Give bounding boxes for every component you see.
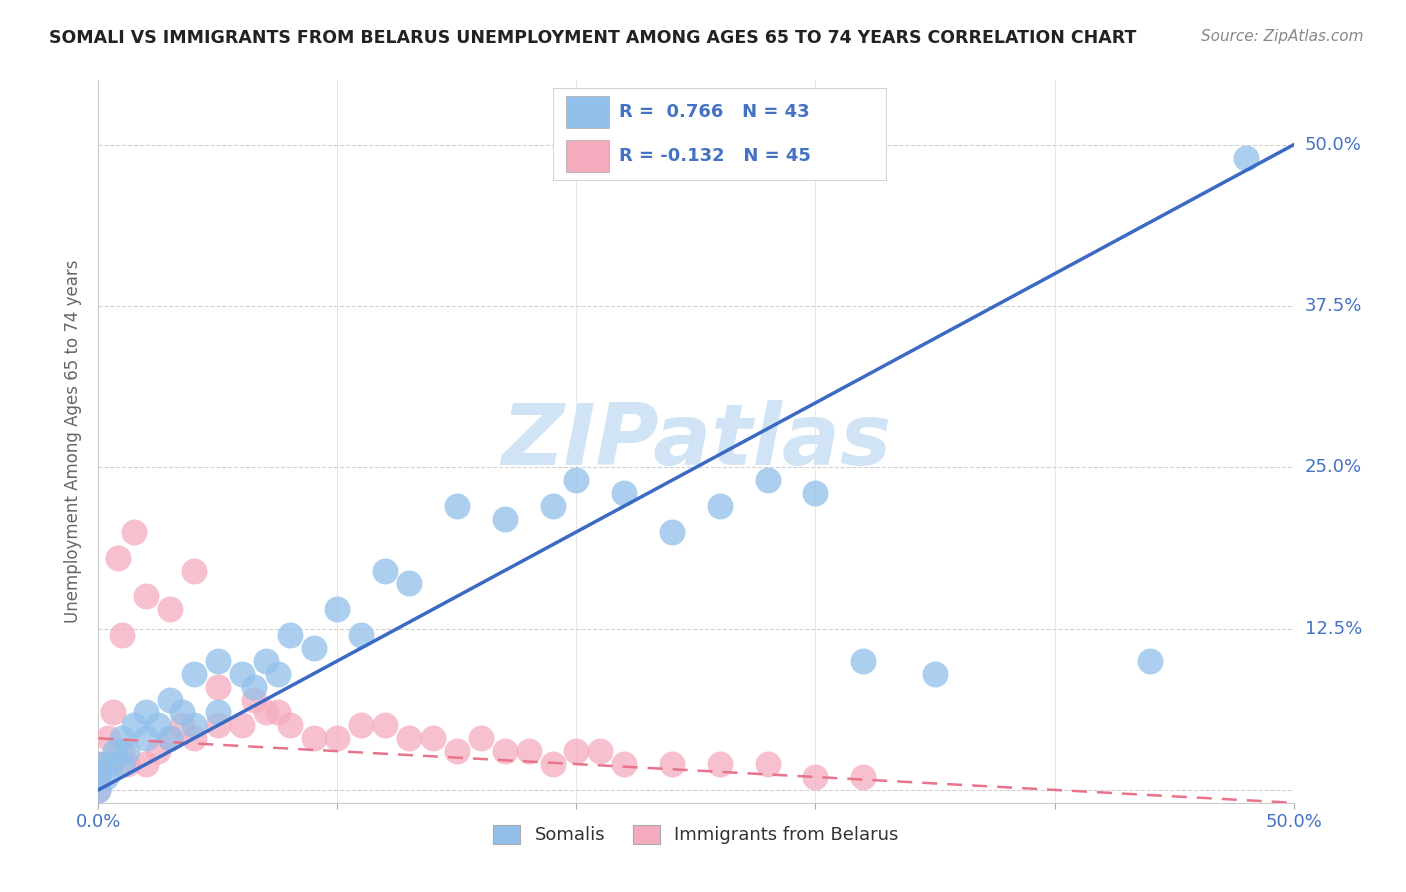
Point [135,731,157,746]
Point [135,590,157,604]
Point [254,706,277,720]
Point [302,640,325,655]
Point [111,731,134,746]
Point [243,692,266,706]
Point [398,731,420,746]
Point [91,757,114,772]
Point [207,718,229,732]
Point [756,473,779,487]
Point [446,744,468,758]
Point [172,718,194,732]
Point [231,666,253,681]
Point [87,770,110,784]
Point [172,706,194,720]
Point [107,550,129,565]
Point [517,744,540,758]
Point [183,718,205,732]
Text: 25.0%: 25.0% [1305,458,1362,476]
Point [183,731,205,746]
Point [398,576,420,591]
Point [470,731,492,746]
Point [159,692,181,706]
Point [111,757,134,772]
Point [267,666,290,681]
Point [494,744,516,758]
Point [350,718,373,732]
Point [111,744,134,758]
Point [183,564,205,578]
Text: SOMALI VS IMMIGRANTS FROM BELARUS UNEMPLOYMENT AMONG AGES 65 TO 74 YEARS CORRELA: SOMALI VS IMMIGRANTS FROM BELARUS UNEMPL… [49,29,1136,46]
Point [374,564,396,578]
Point [115,744,138,758]
Point [541,499,564,513]
Point [267,706,290,720]
Text: 50.0%: 50.0% [1305,136,1361,153]
Point [207,654,229,668]
Point [613,486,636,500]
Point [115,757,138,772]
Point [124,718,146,732]
Point [374,718,396,732]
Point [87,783,110,797]
Point [661,757,683,772]
Point [565,744,588,758]
Point [565,473,588,487]
Point [104,744,127,758]
Point [87,757,110,772]
Point [254,654,277,668]
Point [1139,654,1161,668]
Point [302,731,325,746]
Text: ZIPatlas: ZIPatlas [501,400,891,483]
Point [87,757,110,772]
Point [852,770,875,784]
Text: 37.5%: 37.5% [1305,297,1362,315]
Point [709,757,731,772]
Point [278,628,301,642]
Text: Source: ZipAtlas.com: Source: ZipAtlas.com [1201,29,1364,44]
Point [589,744,612,758]
Point [446,499,468,513]
Y-axis label: Unemployment Among Ages 65 to 74 years: Unemployment Among Ages 65 to 74 years [65,260,83,624]
Text: 12.5%: 12.5% [1305,620,1362,638]
Point [97,731,120,746]
Point [148,744,170,758]
Point [326,731,349,746]
Point [231,718,253,732]
Point [87,783,110,797]
Point [94,770,117,784]
Point [207,706,229,720]
Point [924,666,946,681]
Point [159,731,181,746]
Point [494,512,516,526]
Point [111,628,134,642]
Point [852,654,875,668]
Point [101,706,124,720]
Point [661,524,683,539]
Point [87,770,110,784]
Point [207,680,229,694]
Point [422,731,444,746]
Point [278,718,301,732]
Point [135,757,157,772]
Point [159,602,181,616]
Point [613,757,636,772]
Point [183,666,205,681]
Point [804,770,827,784]
Point [326,602,349,616]
Point [159,731,181,746]
Point [1234,151,1257,165]
Point [98,757,122,772]
Legend: Somalis, Immigrants from Belarus: Somalis, Immigrants from Belarus [486,818,905,852]
Point [709,499,731,513]
Point [243,680,266,694]
Point [135,706,157,720]
Point [350,628,373,642]
Point [148,718,170,732]
Point [124,524,146,539]
Point [804,486,827,500]
Point [756,757,779,772]
Point [541,757,564,772]
